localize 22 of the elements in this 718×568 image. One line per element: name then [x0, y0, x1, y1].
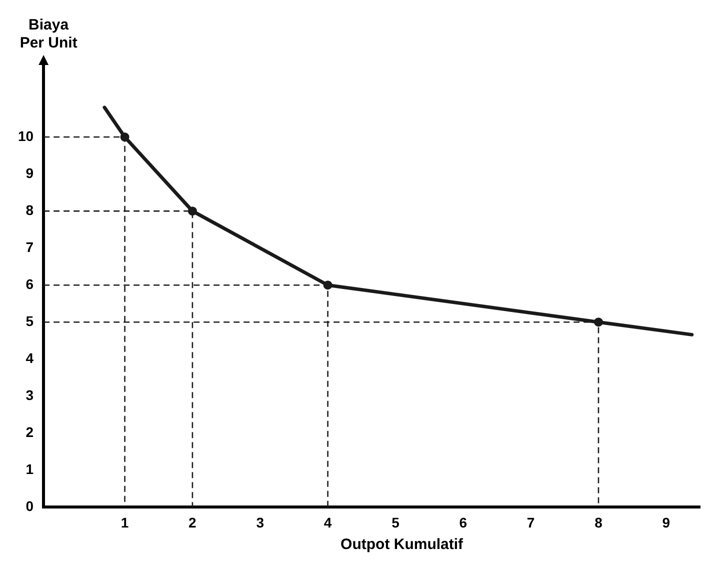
- x-axis-title: Outpot Kumulatif: [340, 536, 464, 553]
- y-axis-title: Biaya Per Unit: [20, 16, 78, 52]
- x-tick-label: 9: [662, 514, 670, 530]
- y-tick-label: 4: [26, 350, 34, 366]
- y-tick-label: 9: [26, 164, 34, 181]
- x-tick-label: 6: [459, 514, 468, 530]
- y-tick-label: 3: [26, 387, 34, 404]
- x-tick-label: 5: [392, 514, 400, 530]
- x-tick-label: 3: [256, 514, 264, 530]
- y-tick-label: 0: [26, 498, 34, 514]
- y-tick-label: 1: [26, 461, 34, 478]
- y-tick-label: 6: [26, 276, 34, 292]
- y-tick-label: 2: [26, 424, 34, 440]
- x-tick-label: 4: [324, 514, 332, 530]
- y-tick-label: 10: [18, 128, 34, 144]
- x-tick-label: 7: [526, 514, 535, 530]
- y-tick-label: 8: [26, 202, 34, 218]
- x-tick-label: 2: [188, 514, 197, 530]
- x-tick-label: 8: [594, 514, 603, 530]
- x-tick-label: 1: [120, 514, 129, 530]
- y-tick-label: 7: [26, 238, 34, 255]
- y-tick-label: 5: [26, 312, 34, 329]
